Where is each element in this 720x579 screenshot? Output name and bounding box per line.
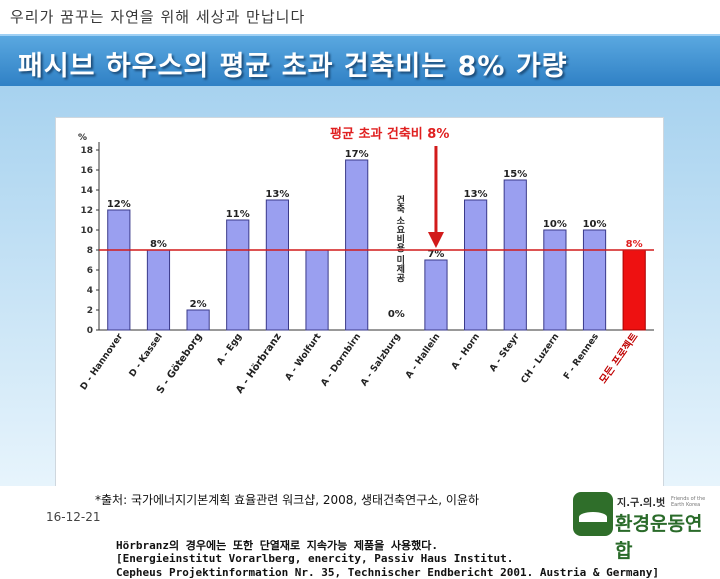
y-axis-label: % xyxy=(78,133,87,143)
category-label: A - Salzburg xyxy=(359,332,403,388)
category-label: CH - Luzern xyxy=(520,332,562,386)
data-label: 12% xyxy=(107,199,131,210)
bar xyxy=(227,220,249,330)
y-tick-label: 14 xyxy=(80,186,93,196)
category-label: D - Kassel xyxy=(128,332,165,379)
data-label: 15% xyxy=(503,169,527,180)
bar xyxy=(544,230,566,330)
org-logo: 지.구.의.벗 Friends of the Earth Korea 환경운동연… xyxy=(573,492,713,536)
category-label: 모든 프로젝트 xyxy=(596,330,640,386)
slide-date: 16-12-21 xyxy=(46,510,100,524)
category-label: A - Dornbirn xyxy=(319,332,363,388)
bar xyxy=(306,250,328,330)
bar xyxy=(266,200,288,330)
category-label: F - Rennes xyxy=(562,332,601,382)
category-label: A - Wolfurt xyxy=(284,331,324,382)
annotation-label: 평균 초과 건축비 8% xyxy=(330,123,449,142)
bar xyxy=(108,210,130,330)
data-label: 11% xyxy=(226,209,250,220)
bar-chart: % 0 2 4 6 8 10 12 14 16 18 12% D - Hannover 8% D - Kas… xyxy=(56,118,663,490)
y-tick-label: 12 xyxy=(80,206,93,216)
logo-main-text: 환경운동연합 xyxy=(615,509,713,563)
bar xyxy=(187,310,209,330)
bar xyxy=(504,180,526,330)
y-tick-label: 10 xyxy=(80,226,93,236)
title-bar: 패시브 하우스의 평균 초과 건축비는 8% 가량 xyxy=(0,34,720,88)
bar xyxy=(346,160,368,330)
data-label: 0% xyxy=(388,309,405,320)
data-label: 13% xyxy=(464,189,488,200)
bar xyxy=(425,260,447,330)
category-label: A - Hallein xyxy=(404,332,442,381)
data-label: 8% xyxy=(150,239,167,250)
y-tick-label: 0 xyxy=(87,326,93,336)
bar xyxy=(583,230,605,330)
caption-line: Cepheus Projektinformation Nr. 35, Techn… xyxy=(116,566,659,579)
category-label: D - Hannover xyxy=(79,332,126,393)
data-label: 17% xyxy=(345,149,369,160)
chart-figure: % 0 2 4 6 8 10 12 14 16 18 12% D - Hannover 8% D - Kas… xyxy=(55,117,664,491)
bar xyxy=(147,250,169,330)
data-label: 10% xyxy=(543,219,567,230)
category-label: A - Horn xyxy=(450,332,482,372)
logo-top-text: 지.구.의.벗 xyxy=(617,494,665,509)
page-title: 패시브 하우스의 평균 초과 건축비는 8% 가량 xyxy=(18,44,568,83)
y-tick-label: 16 xyxy=(80,166,93,176)
y-tick-label: 18 xyxy=(80,146,93,156)
y-tick-label: 4 xyxy=(87,286,93,296)
bar xyxy=(465,200,487,330)
y-tick-label: 2 xyxy=(87,306,93,316)
logo-sub-text: Friends of the Earth Korea xyxy=(671,496,713,508)
caption-line: [Energieinstitut Vorarlberg, enercity, P… xyxy=(116,552,659,566)
category-label: A - Steyr xyxy=(488,332,522,374)
data-label: 13% xyxy=(265,189,289,200)
salzburg-note: 건축 소요비용 미제공 xyxy=(394,194,404,283)
source-note: *출처: 국가에너지기본계획 효율관련 워크샵, 2008, 생태건축연구소, … xyxy=(95,491,479,508)
annotation-arrow-head xyxy=(428,232,444,248)
y-tick-label: 8 xyxy=(87,246,93,256)
top-strip: 우리가 꿈꾸는 자연을 위해 세상과 만납니다 xyxy=(0,0,720,34)
category-label: A - Egg xyxy=(215,332,244,367)
data-label: 10% xyxy=(583,219,607,230)
data-label: 2% xyxy=(190,299,207,310)
slogan-text: 우리가 꿈꾸는 자연을 위해 세상과 만납니다 xyxy=(10,6,305,27)
y-tick-label: 6 xyxy=(87,266,93,276)
data-label: 8% xyxy=(626,239,643,250)
bar xyxy=(623,250,645,330)
caption-line: Hörbranz의 경우에는 또한 단열재로 지속가능 제품을 사용했다. xyxy=(116,539,659,553)
mountain-logo-icon xyxy=(573,492,613,536)
